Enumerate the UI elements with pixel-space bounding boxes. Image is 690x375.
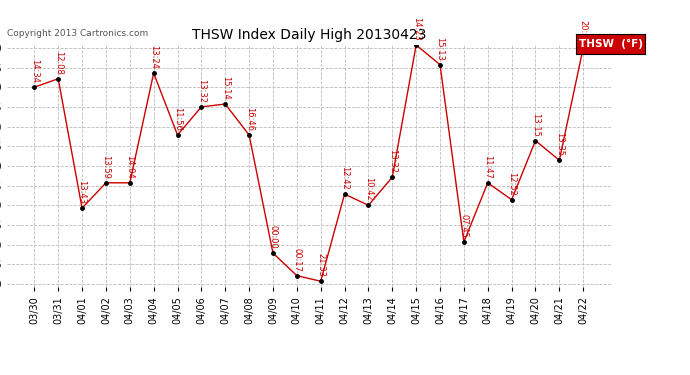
Text: 13:32: 13:32: [388, 149, 397, 173]
Text: 15:13: 15:13: [435, 37, 444, 60]
Text: 14:04: 14:04: [126, 155, 135, 178]
Text: 21:33: 21:33: [316, 253, 325, 277]
Text: 07:45: 07:45: [460, 214, 469, 238]
Text: 14:34: 14:34: [30, 59, 39, 83]
Text: 11:47: 11:47: [483, 155, 492, 178]
Text: 12:52: 12:52: [507, 172, 516, 195]
Text: 10:42: 10:42: [364, 177, 373, 201]
Text: 13:15: 13:15: [531, 112, 540, 136]
Text: 13:59: 13:59: [101, 155, 110, 178]
Text: 11:56: 11:56: [173, 107, 182, 131]
Text: THSW  (°F): THSW (°F): [579, 39, 642, 49]
Text: 12:08: 12:08: [54, 51, 63, 75]
Text: Copyright 2013 Cartronics.com: Copyright 2013 Cartronics.com: [7, 28, 148, 38]
Text: 13:35: 13:35: [555, 132, 564, 156]
Text: 13:24: 13:24: [149, 45, 158, 69]
Text: 20:52: 20:52: [579, 20, 588, 44]
Text: 00:00: 00:00: [268, 225, 277, 249]
Title: THSW Index Daily High 20130423: THSW Index Daily High 20130423: [192, 28, 426, 42]
Text: 12:42: 12:42: [340, 166, 349, 190]
Text: 13:43: 13:43: [77, 180, 86, 204]
Text: 14:23: 14:23: [412, 17, 421, 41]
Text: 15:14: 15:14: [221, 76, 230, 100]
Text: 00:17: 00:17: [293, 248, 302, 272]
Text: 13:32: 13:32: [197, 79, 206, 103]
Text: 16:46: 16:46: [245, 107, 254, 131]
